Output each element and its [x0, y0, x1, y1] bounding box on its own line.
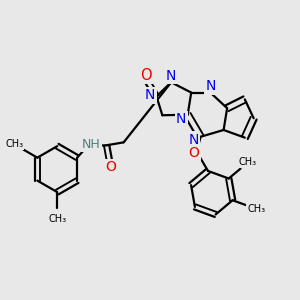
Text: N: N [206, 80, 216, 93]
Text: CH₃: CH₃ [239, 158, 257, 167]
Text: NH: NH [82, 138, 100, 151]
Text: N: N [176, 112, 186, 126]
Text: O: O [105, 160, 116, 174]
Text: N: N [165, 69, 176, 83]
Text: O: O [189, 146, 200, 160]
Text: N: N [145, 88, 155, 102]
Text: CH₃: CH₃ [5, 140, 23, 149]
Text: N: N [188, 133, 199, 147]
Text: CH₃: CH₃ [48, 214, 66, 224]
Text: O: O [140, 68, 152, 83]
Text: CH₃: CH₃ [247, 204, 265, 214]
